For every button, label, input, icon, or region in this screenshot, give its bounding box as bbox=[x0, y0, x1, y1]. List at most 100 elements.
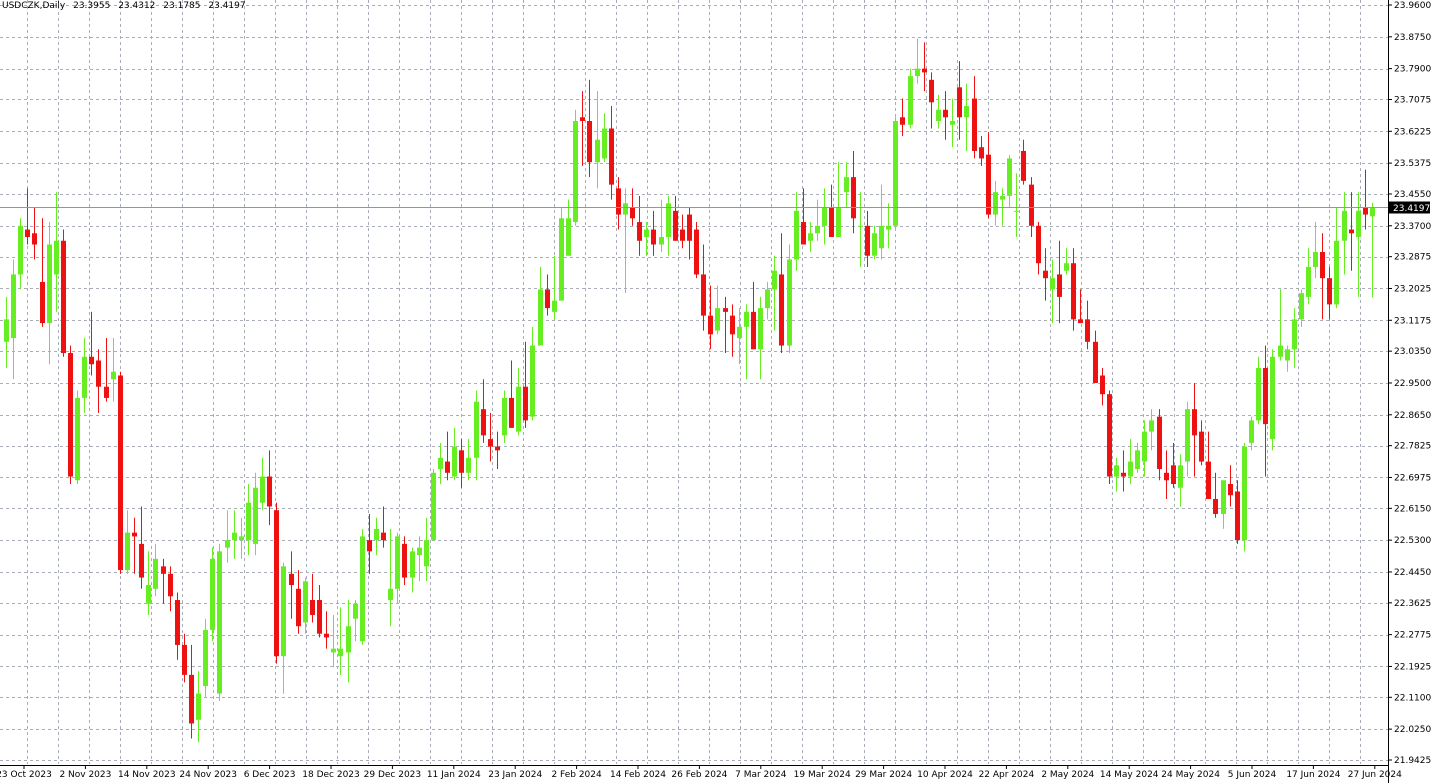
price-tick-label: 22.8650 bbox=[1394, 411, 1431, 421]
candle-body bbox=[25, 229, 30, 238]
candle-body bbox=[1057, 274, 1062, 297]
candle-body bbox=[353, 603, 358, 619]
candle-body bbox=[1320, 251, 1325, 279]
price-tick-label: 22.5300 bbox=[1394, 536, 1431, 546]
price-tick-label: 22.6150 bbox=[1394, 504, 1431, 514]
candle-body bbox=[410, 551, 415, 578]
candle-body bbox=[381, 532, 386, 541]
candle-body bbox=[1313, 251, 1318, 267]
candle-body bbox=[1249, 420, 1254, 443]
time-tick-label: 2 Feb 2024 bbox=[551, 770, 602, 780]
candle-body bbox=[986, 154, 991, 215]
candle-body bbox=[1093, 341, 1098, 383]
candle-body bbox=[417, 547, 422, 556]
candle-body bbox=[765, 289, 770, 309]
time-tick-label: 22 Apr 2024 bbox=[979, 770, 1035, 780]
candle-body bbox=[523, 386, 528, 421]
candle-body bbox=[730, 315, 735, 335]
candle-body bbox=[673, 210, 678, 241]
close-value: 23.4197 bbox=[208, 1, 246, 11]
candle-body bbox=[979, 147, 984, 159]
candle-body bbox=[794, 210, 799, 260]
candle-body bbox=[225, 540, 230, 548]
candle-body bbox=[1149, 420, 1154, 432]
candle-body bbox=[737, 326, 742, 339]
candle-body bbox=[1071, 263, 1076, 320]
candle-body bbox=[395, 536, 400, 589]
candle-body bbox=[1356, 210, 1361, 238]
candle-body bbox=[459, 450, 464, 473]
candle-body bbox=[118, 375, 123, 571]
candle-body bbox=[545, 289, 550, 309]
candle-body bbox=[922, 68, 927, 73]
candle-body bbox=[566, 218, 571, 256]
time-axis: 23 Oct 2023 2 Nov 2023 14 Nov 2023 24 Nov 2… bbox=[0, 765, 1402, 780]
candle-body bbox=[54, 240, 59, 275]
candle-body bbox=[175, 600, 180, 645]
candle-body bbox=[161, 566, 166, 574]
candle-body bbox=[623, 203, 628, 215]
candle-body bbox=[111, 371, 116, 380]
candle-body bbox=[61, 240, 66, 354]
candle-body bbox=[964, 106, 969, 118]
candle-body bbox=[929, 79, 934, 103]
price-tick-label: 22.9500 bbox=[1394, 379, 1431, 389]
candle-body bbox=[310, 600, 315, 615]
candle-body bbox=[1178, 465, 1183, 488]
time-tick-label: 19 Mar 2024 bbox=[794, 770, 851, 780]
time-tick-label: 17 Jun 2024 bbox=[1286, 770, 1340, 780]
candle-body bbox=[1007, 158, 1012, 196]
price-tick-label: 22.3625 bbox=[1394, 599, 1431, 609]
candle-body bbox=[1242, 446, 1247, 541]
candle-body bbox=[402, 543, 407, 578]
candlestick-series bbox=[4, 38, 1375, 743]
time-tick-label: 14 May 2024 bbox=[1100, 770, 1159, 780]
time-tick-label: 24 May 2024 bbox=[1161, 770, 1220, 780]
candle-body bbox=[253, 487, 258, 544]
candle-body bbox=[267, 476, 272, 507]
candle-body bbox=[424, 540, 429, 567]
candle-body bbox=[47, 244, 52, 324]
price-tick-label: 23.4550 bbox=[1394, 190, 1431, 200]
candle-body bbox=[836, 207, 841, 238]
candle-body bbox=[125, 532, 130, 571]
candle-body bbox=[616, 188, 621, 215]
candle-body bbox=[246, 502, 251, 541]
candle-body bbox=[1014, 210, 1019, 212]
candle-body bbox=[509, 397, 514, 428]
candle-body bbox=[360, 536, 365, 642]
candle-body bbox=[1050, 278, 1055, 290]
time-tick-label: 29 Mar 2024 bbox=[855, 770, 912, 780]
candle-body bbox=[274, 510, 279, 657]
time-tick-label: 26 Feb 2024 bbox=[671, 770, 727, 780]
candle-body bbox=[893, 121, 898, 226]
candle-body bbox=[950, 121, 955, 125]
candle-body bbox=[1270, 356, 1275, 440]
candle-body bbox=[779, 274, 784, 346]
price-tick-label: 22.7825 bbox=[1394, 442, 1431, 452]
time-tick-label: 23 Jan 2024 bbox=[488, 770, 542, 780]
candle-body bbox=[1306, 266, 1311, 297]
candle-body bbox=[573, 121, 578, 223]
candle-body bbox=[943, 109, 948, 118]
candle-body bbox=[680, 229, 685, 241]
candle-body bbox=[808, 233, 813, 241]
candle-body bbox=[1135, 450, 1140, 470]
candle-body bbox=[474, 401, 479, 458]
candle-body bbox=[993, 192, 998, 215]
candle-body bbox=[1199, 431, 1204, 462]
candle-body bbox=[153, 558, 158, 589]
candle-body bbox=[1349, 229, 1354, 234]
chart-grid bbox=[0, 0, 1389, 783]
candle-body bbox=[260, 476, 265, 503]
time-tick-label: 5 Jun 2024 bbox=[1228, 770, 1277, 780]
price-tick-label: 22.6975 bbox=[1394, 473, 1431, 483]
time-tick-label: 2 May 2024 bbox=[1041, 770, 1094, 780]
candle-body bbox=[281, 566, 286, 657]
candle-body bbox=[694, 229, 699, 275]
candle-body bbox=[1334, 240, 1339, 305]
time-tick-label: 18 Dec 2023 bbox=[302, 770, 360, 780]
candle-body bbox=[587, 121, 592, 163]
price-tick-label: 23.7075 bbox=[1394, 95, 1431, 105]
